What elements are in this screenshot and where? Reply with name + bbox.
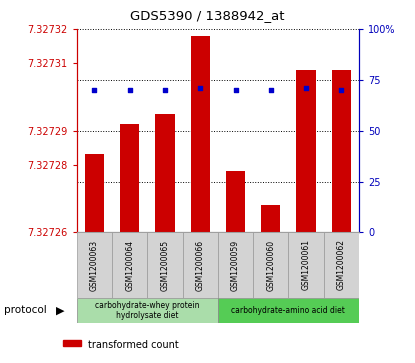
Text: GSM1200063: GSM1200063	[90, 240, 99, 290]
Bar	[261, 205, 281, 232]
Point	[197, 85, 203, 91]
Point	[303, 85, 310, 91]
Text: carbohydrate-whey protein
hydrolysate diet: carbohydrate-whey protein hydrolysate di…	[95, 301, 200, 320]
Bar	[155, 114, 175, 232]
Point	[232, 87, 239, 93]
Text: GSM1200059: GSM1200059	[231, 240, 240, 290]
Point	[162, 87, 168, 93]
Bar	[183, 232, 218, 298]
Bar	[77, 298, 218, 323]
Point	[91, 87, 98, 93]
Text: GSM1200061: GSM1200061	[302, 240, 310, 290]
Bar	[226, 171, 245, 232]
Text: transformed count: transformed count	[88, 339, 178, 350]
Text: GSM1200064: GSM1200064	[125, 240, 134, 290]
Bar	[218, 298, 359, 323]
Text: GDS5390 / 1388942_at: GDS5390 / 1388942_at	[130, 9, 285, 22]
Bar	[218, 232, 253, 298]
Bar	[112, 232, 147, 298]
Bar	[253, 232, 288, 298]
Bar	[324, 232, 359, 298]
Bar	[190, 36, 210, 232]
Bar	[147, 232, 183, 298]
Bar	[296, 70, 316, 232]
Text: GSM1200066: GSM1200066	[196, 240, 205, 290]
Text: protocol: protocol	[4, 305, 47, 315]
Point	[338, 87, 344, 93]
Bar	[332, 70, 351, 232]
Text: GSM1200060: GSM1200060	[266, 240, 275, 290]
Text: ▶: ▶	[56, 305, 64, 315]
Text: GSM1200062: GSM1200062	[337, 240, 346, 290]
Point	[126, 87, 133, 93]
Bar	[288, 232, 324, 298]
Point	[267, 87, 274, 93]
Bar	[120, 124, 139, 232]
Text: carbohydrate-amino acid diet: carbohydrate-amino acid diet	[232, 306, 345, 315]
Text: GSM1200065: GSM1200065	[161, 240, 169, 290]
Bar	[63, 340, 81, 346]
Bar	[77, 232, 112, 298]
Bar	[85, 154, 104, 232]
